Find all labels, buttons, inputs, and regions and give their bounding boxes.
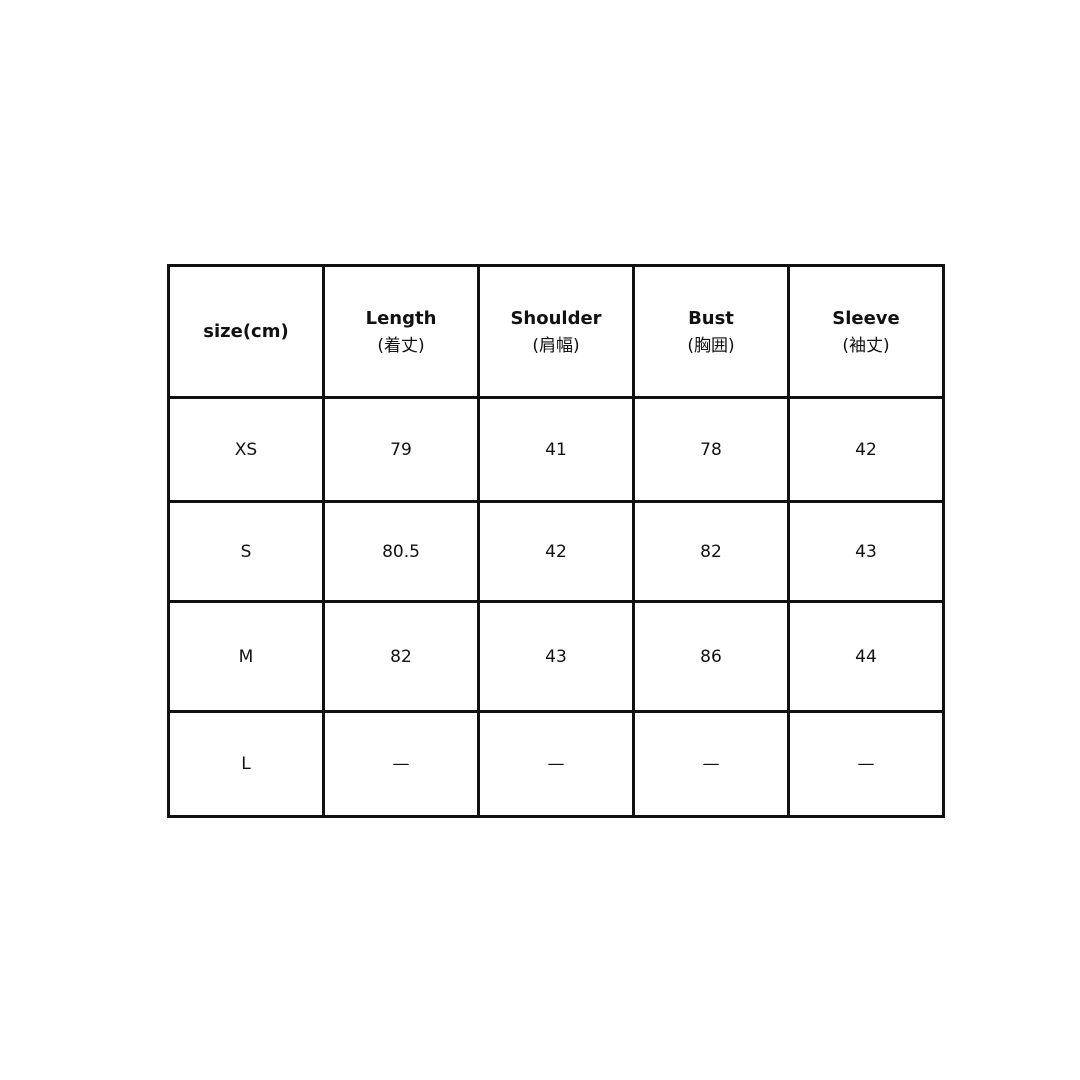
header-shoulder: Shoulder (肩幅) xyxy=(477,264,635,399)
value-cell: — xyxy=(322,710,480,818)
column-sublabel: (胸囲) xyxy=(687,335,735,356)
table-row: M 82 43 86 44 xyxy=(167,600,945,713)
column-label: Sleeve xyxy=(832,307,900,329)
table-row: S 80.5 42 82 43 xyxy=(167,500,945,603)
value-cell: 44 xyxy=(787,600,945,713)
value-cell: 43 xyxy=(787,500,945,603)
column-sublabel: (肩幅) xyxy=(532,335,580,356)
value-cell: 78 xyxy=(632,396,790,503)
header-sleeve: Sleeve (袖丈) xyxy=(787,264,945,399)
value-cell: 42 xyxy=(787,396,945,503)
table-row: XS 79 41 78 42 xyxy=(167,396,945,503)
value-cell: 82 xyxy=(322,600,480,713)
value-cell: 79 xyxy=(322,396,480,503)
column-sublabel: (着丈) xyxy=(377,335,425,356)
column-label: Bust xyxy=(688,307,734,329)
value-cell: 82 xyxy=(632,500,790,603)
corner-label: size(cm) xyxy=(203,321,289,342)
value-cell: — xyxy=(787,710,945,818)
value-cell: 41 xyxy=(477,396,635,503)
column-sublabel: (袖丈) xyxy=(842,335,890,356)
column-label: Length xyxy=(365,307,437,329)
header-length: Length (着丈) xyxy=(322,264,480,399)
size-chart-table: size(cm) Length (着丈) Shoulder (肩幅) Bust (胸囲… xyxy=(167,264,945,818)
size-cell: L xyxy=(167,710,325,818)
size-cell: XS xyxy=(167,396,325,503)
header-row: size(cm) Length (着丈) Shoulder (肩幅) Bust (胸囲… xyxy=(167,264,945,399)
header-corner: size(cm) xyxy=(167,264,325,399)
header-bust: Bust (胸囲) xyxy=(632,264,790,399)
value-cell: 43 xyxy=(477,600,635,713)
value-cell: 42 xyxy=(477,500,635,603)
value-cell: 80.5 xyxy=(322,500,480,603)
value-cell: — xyxy=(632,710,790,818)
column-label: Shoulder xyxy=(510,307,602,329)
size-cell: M xyxy=(167,600,325,713)
size-cell: S xyxy=(167,500,325,603)
value-cell: — xyxy=(477,710,635,818)
table-row: L — — — — xyxy=(167,710,945,818)
value-cell: 86 xyxy=(632,600,790,713)
